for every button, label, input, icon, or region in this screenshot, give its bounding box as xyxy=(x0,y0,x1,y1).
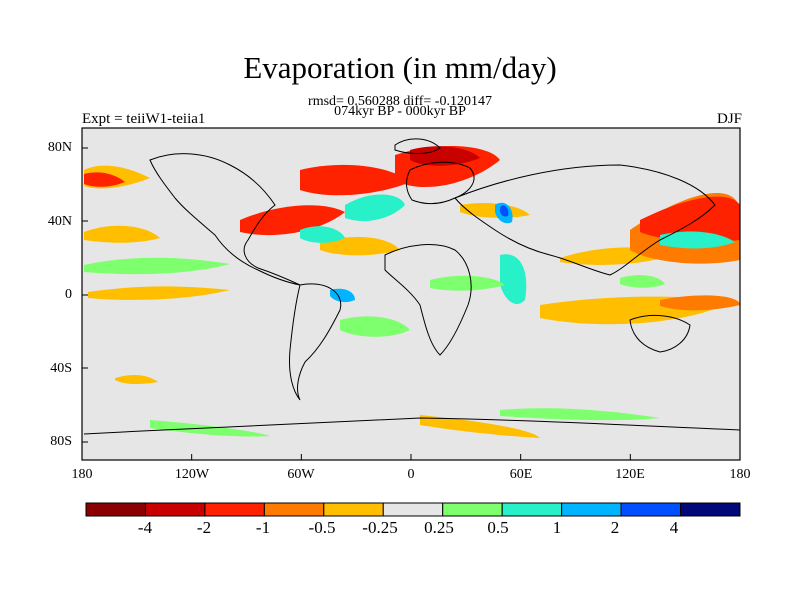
y-tick-label: 80S xyxy=(50,434,72,449)
x-tick-label: 180 xyxy=(729,467,751,482)
colorbar-label: 1 xyxy=(552,518,562,537)
colorbar-label: -2 xyxy=(196,518,212,537)
colorbar-label: -4 xyxy=(137,518,153,537)
colorbar-swatch xyxy=(501,502,563,517)
colorbar-swatch xyxy=(680,502,741,517)
colorbar-swatch xyxy=(620,502,682,517)
colorbar-swatch xyxy=(263,502,325,517)
map-title: Evaporation (in mm/day) xyxy=(243,50,557,85)
x-tick-label: 120E xyxy=(615,467,645,482)
colorbar-swatch xyxy=(442,502,503,517)
y-tick-label: 40N xyxy=(47,214,72,229)
colorbar-swatch xyxy=(323,502,384,517)
y-tick-label: 0 xyxy=(65,287,72,302)
x-tick-label: 180 xyxy=(71,467,93,482)
y-tick-label: 40S xyxy=(50,361,72,376)
period-label: 074kyr BP - 000kyr BP xyxy=(334,104,466,119)
axis-ticks xyxy=(81,147,741,460)
x-tick-label: 0 xyxy=(407,467,415,482)
colorbar-label: 2 xyxy=(610,518,620,537)
colorbar-label: 4 xyxy=(669,518,679,537)
coastlines xyxy=(83,138,740,435)
experiment-label: Expt = teiiW1-teiia1 xyxy=(82,111,206,127)
colorbar-label: -0.5 xyxy=(308,518,336,537)
y-tick-label: 80N xyxy=(47,140,72,155)
colorbar-swatch xyxy=(85,502,146,517)
colorbar-label: -1 xyxy=(255,518,271,537)
colorbar-swatch xyxy=(382,502,444,517)
stats-label: rmsd= 0.560288 diff= -0.120147 xyxy=(308,94,492,109)
colorbar-swatch xyxy=(144,502,206,517)
x-tick-label: 60E xyxy=(509,467,533,482)
colorbar-label: -0.25 xyxy=(362,518,398,537)
colorbar-swatch xyxy=(204,502,265,517)
x-tick-label: 60W xyxy=(287,467,315,482)
colorbar-swatch xyxy=(561,502,622,517)
colorbar-label: 0.5 xyxy=(487,518,509,537)
colorbar xyxy=(85,502,741,517)
x-tick-label: 120W xyxy=(174,467,210,482)
colorbar-label: 0.25 xyxy=(424,518,454,537)
season-label: DJF xyxy=(716,111,742,127)
